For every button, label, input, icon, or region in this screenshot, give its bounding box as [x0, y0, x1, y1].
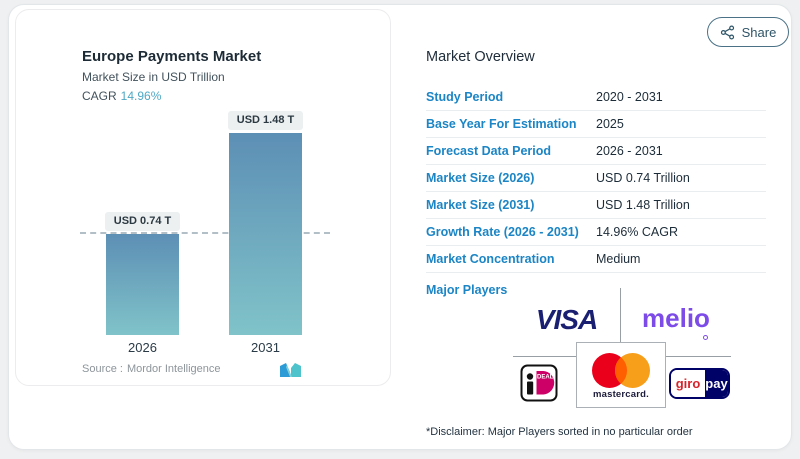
share-label: Share [741, 24, 777, 40]
giropay-pay-text: pay [705, 370, 728, 397]
row-label: Forecast Data Period [426, 144, 552, 158]
chart-panel: Europe Payments Market Market Size in US… [15, 9, 391, 386]
row-value: 2020 - 2031 [596, 90, 663, 104]
source-label: Source : [82, 363, 123, 375]
bar-label-2031: USD 1.48 T [228, 111, 303, 130]
bar-2026 [106, 234, 179, 335]
bar-chart: USD 0.74 T USD 1.48 T [80, 103, 330, 335]
table-row: Market Concentration Medium [426, 246, 766, 273]
overview-table: Study Period 2020 - 2031 Base Year For E… [426, 84, 766, 273]
visa-logo: VISA [535, 304, 598, 335]
melio-ring-icon [703, 335, 708, 340]
bar-label-2026: USD 0.74 T [105, 212, 180, 231]
table-row: Growth Rate (2026 - 2031) 14.96% CAGR [426, 219, 766, 246]
table-row: Forecast Data Period 2026 - 2031 [426, 138, 766, 165]
giropay-logo: giro pay [669, 368, 730, 399]
melio-logo: melio [621, 296, 731, 340]
share-button[interactable]: Share [707, 17, 789, 47]
row-value: USD 1.48 Trillion [596, 198, 690, 212]
cagr-row: CAGR 14.96% [82, 89, 161, 103]
mordor-intelligence-logo-icon [279, 362, 303, 383]
row-label: Base Year For Estimation [426, 117, 577, 131]
svg-text:DEAL: DEAL [537, 375, 554, 381]
cagr-label: CAGR [82, 89, 117, 103]
source-value: Mordor Intelligence [126, 363, 221, 375]
chart-title: Europe Payments Market [82, 48, 262, 65]
row-value: 2026 - 2031 [596, 144, 663, 158]
row-label: Market Concentration [426, 252, 555, 266]
row-value: 14.96% CAGR [596, 225, 678, 239]
table-row: Market Size (2031) USD 1.48 Trillion [426, 192, 766, 219]
bar-2031 [229, 133, 302, 335]
row-value: 2025 [596, 117, 624, 131]
row-label: Study Period [426, 90, 504, 104]
overview-heading: Market Overview [426, 49, 535, 65]
x-axis-label-2031: 2031 [251, 340, 280, 355]
main-card: Europe Payments Market Market Size in US… [8, 4, 792, 450]
share-icon [720, 25, 735, 40]
melio-wordmark: melio [642, 302, 710, 333]
disclaimer-text: *Disclaimer: Major Players sorted in no … [426, 426, 693, 438]
reference-line [80, 232, 330, 234]
row-label: Growth Rate (2026 - 2031) [426, 225, 579, 239]
table-row: Study Period 2020 - 2031 [426, 84, 766, 111]
players-grid-vertical-divider [620, 288, 621, 342]
major-players-label: Major Players [426, 283, 508, 297]
row-label: Market Size (2031) [426, 198, 535, 212]
chart-subtitle: Market Size in USD Trillion [82, 70, 225, 84]
row-value: Medium [596, 252, 641, 266]
giropay-giro-text: giro [671, 370, 705, 397]
mastercard-wordmark: mastercard. [592, 389, 650, 400]
row-label: Market Size (2026) [426, 171, 535, 185]
mastercard-circles-icon [592, 353, 650, 388]
source-attribution: Source : Mordor Intelligence [82, 363, 225, 375]
table-row: Base Year For Estimation 2025 [426, 111, 766, 138]
row-value: USD 0.74 Trillion [596, 171, 690, 185]
table-row: Market Size (2026) USD 0.74 Trillion [426, 165, 766, 192]
x-axis-label-2026: 2026 [128, 340, 157, 355]
cagr-value: 14.96% [120, 89, 162, 103]
ideal-logo: DEAL [520, 364, 558, 407]
mastercard-logo: mastercard. [576, 342, 666, 408]
